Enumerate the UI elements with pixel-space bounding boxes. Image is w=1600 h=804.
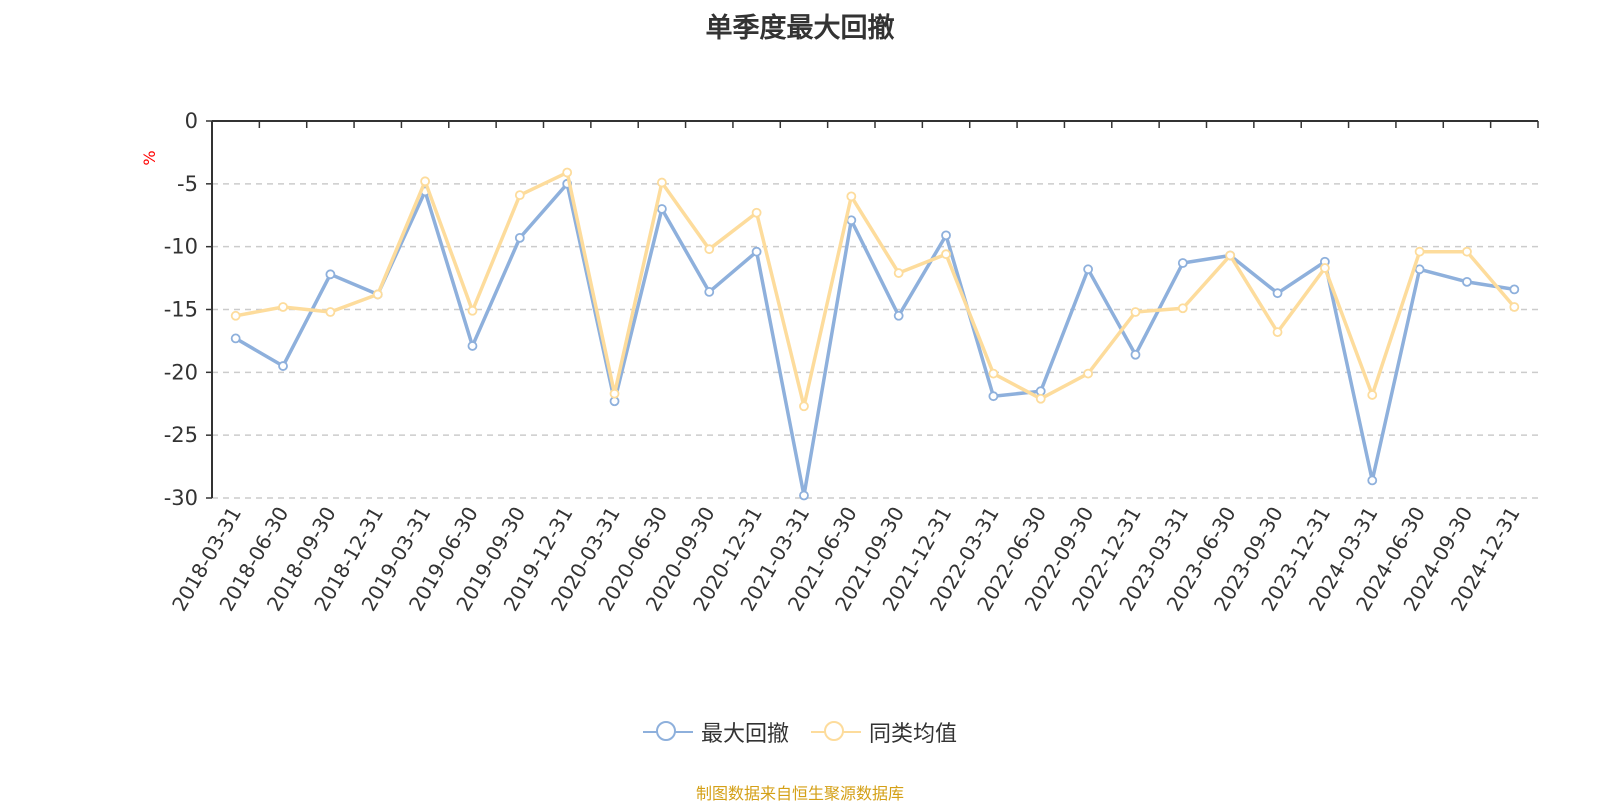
data-point-0 — [893, 310, 904, 321]
data-point-0 — [656, 204, 667, 214]
data-point-0 — [704, 287, 715, 297]
data-point-1 — [1035, 393, 1046, 404]
data-point-1 — [1272, 327, 1283, 338]
data-point-0 — [1462, 276, 1472, 287]
data-point-1 — [372, 289, 383, 300]
data-point-1 — [704, 244, 715, 255]
data-point-0 — [1367, 475, 1378, 486]
y-tick-label: -5 — [177, 172, 198, 196]
data-point-0 — [1177, 258, 1188, 268]
y-tick-label: -10 — [164, 235, 198, 259]
data-source-note: 制图数据来自恒生聚源数据库 — [695, 784, 904, 803]
y-tick-label: -20 — [164, 360, 198, 384]
y-tick-label: -15 — [164, 298, 198, 322]
y-tick-label: 0 — [185, 109, 198, 133]
data-point-0 — [799, 490, 809, 501]
data-point-0 — [941, 230, 951, 241]
data-point-1 — [1367, 390, 1378, 400]
data-point-1 — [846, 191, 857, 202]
data-point-0 — [1414, 264, 1425, 275]
data-point-1 — [1509, 302, 1520, 312]
legend-marker-max-drawdown — [642, 720, 693, 744]
data-point-0 — [751, 246, 762, 257]
data-point-0 — [325, 269, 336, 280]
data-point-0 — [230, 333, 241, 344]
data-point-1 — [1319, 263, 1330, 273]
grid-lines — [212, 183, 1538, 499]
data-point-1 — [941, 249, 951, 260]
data-point-1 — [1177, 303, 1188, 314]
data-point-1 — [751, 207, 762, 218]
data-point-0 — [988, 391, 999, 402]
data-point-0 — [1083, 264, 1094, 275]
data-point-0 — [278, 361, 288, 371]
data-point-1 — [325, 307, 336, 317]
data-point-1 — [609, 388, 620, 399]
data-point-1 — [467, 305, 478, 316]
legend-label-peer-average: 同类均值 — [869, 722, 958, 747]
data-point-1 — [230, 310, 241, 321]
y-tick-label: -25 — [164, 423, 198, 447]
data-point-1 — [988, 368, 999, 379]
data-point-0 — [1272, 288, 1283, 299]
data-point-1 — [1414, 246, 1425, 257]
data-point-1 — [1130, 307, 1141, 317]
data-point-1 — [1225, 250, 1236, 261]
data-point-1 — [420, 176, 431, 187]
data-point-0 — [514, 232, 525, 243]
data-point-1 — [562, 167, 573, 178]
data-point-0 — [467, 341, 478, 351]
axes — [206, 120, 1539, 499]
series-line-1 — [235, 170, 1516, 409]
y-tick-label: -30 — [164, 486, 198, 510]
data-point-1 — [656, 177, 667, 188]
tick-labels: 0-5-10-15-20-25-302018-03-312018-06-3020… — [164, 109, 1525, 615]
data-point-1 — [893, 268, 904, 278]
data-point-1 — [799, 401, 809, 412]
legend-marker-peer-average — [811, 720, 861, 744]
data-point-0 — [846, 215, 857, 226]
data-point-1 — [1083, 368, 1094, 379]
y-axis-unit-label: % — [140, 150, 159, 165]
legend-item-max-drawdown[interactable]: 最大回撤 — [642, 716, 789, 748]
series-lines — [230, 167, 1520, 501]
legend: 最大回撤 同类均值 — [0, 716, 1600, 748]
data-point-0 — [1130, 349, 1141, 360]
data-point-1 — [1462, 246, 1472, 257]
data-point-1 — [278, 302, 288, 312]
series-line-0 — [234, 182, 1515, 498]
chart-title: 单季度最大回撤 — [705, 13, 895, 44]
legend-item-peer-average[interactable]: 同类均值 — [811, 716, 957, 748]
data-point-1 — [514, 190, 525, 201]
data-point-0 — [1509, 284, 1520, 295]
legend-label-max-drawdown: 最大回撤 — [700, 722, 789, 747]
